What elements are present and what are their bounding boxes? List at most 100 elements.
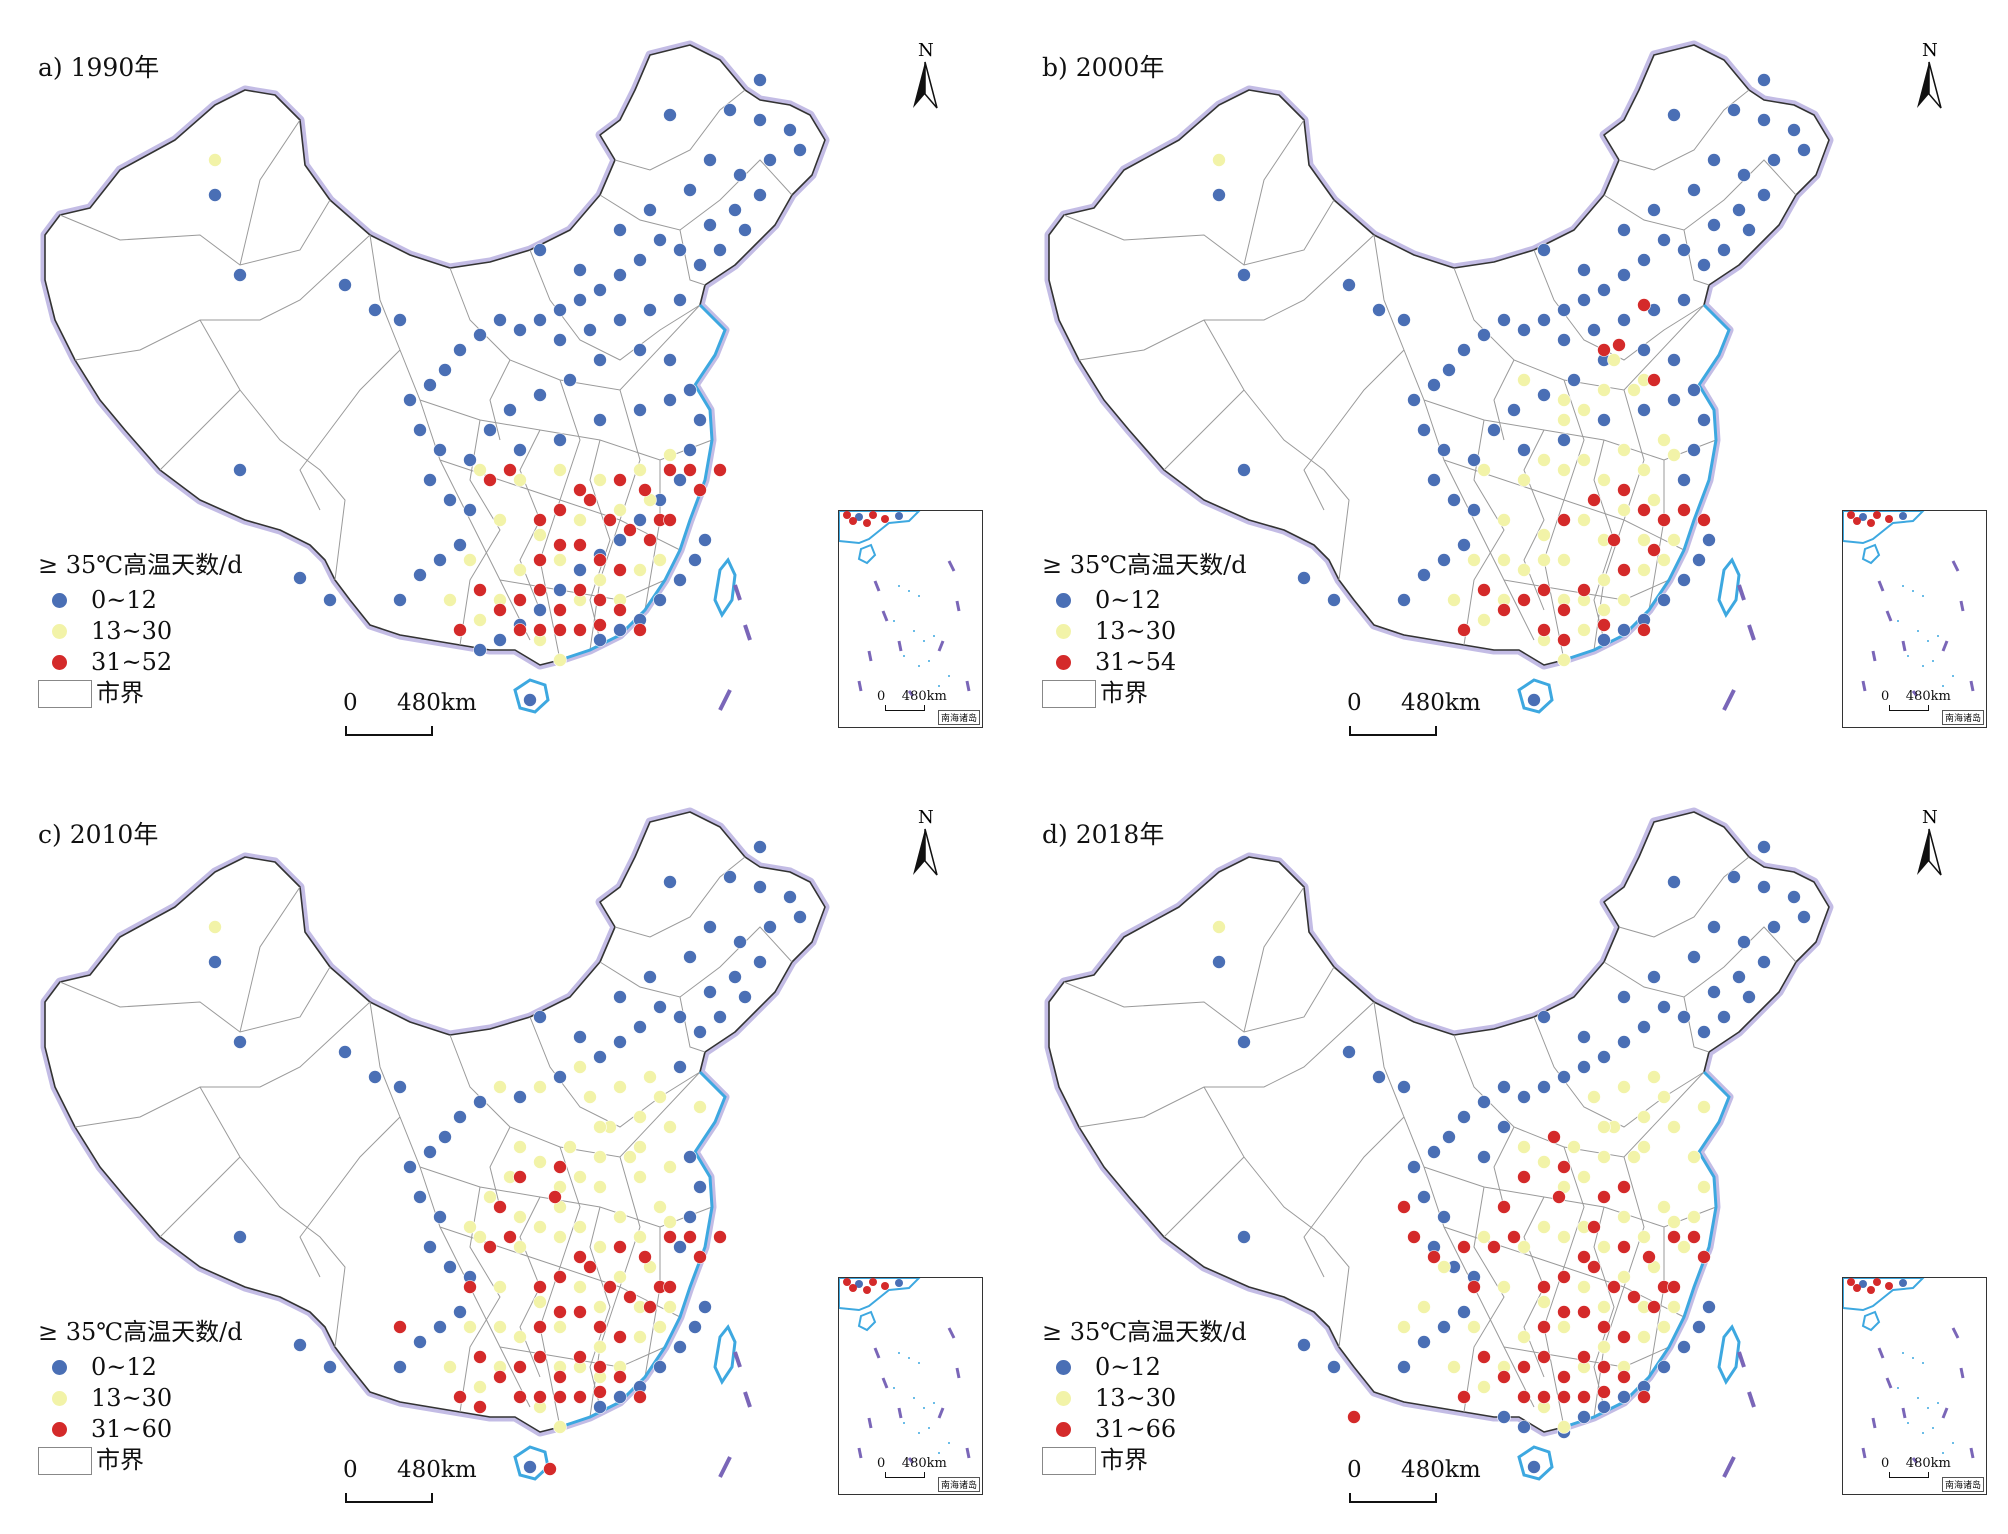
station-dot <box>1667 108 1681 122</box>
station-dot <box>233 268 247 282</box>
station-dot <box>208 188 222 202</box>
station-dot <box>1677 503 1691 517</box>
station-dot <box>583 323 597 337</box>
station-dot <box>553 538 567 552</box>
city-boundary <box>199 1086 346 1348</box>
station-dot <box>1297 571 1311 585</box>
station-dot <box>1517 1090 1531 1104</box>
station-dot <box>563 1140 577 1154</box>
china-map <box>40 807 830 1481</box>
station-dot <box>1517 1330 1531 1344</box>
station-dot <box>623 1150 637 1164</box>
inset-scale-label: 0 480km <box>1881 1456 1951 1471</box>
station-dot <box>1697 258 1711 272</box>
city-boundary <box>1593 389 1645 651</box>
station-dot <box>593 1120 607 1134</box>
legend: ≥ 35℃高温天数/d 0~12 13~30 31~52 市界 <box>38 550 243 709</box>
station-dot <box>453 1390 467 1404</box>
city-boundary <box>489 1126 511 1208</box>
city-boundary <box>599 926 793 998</box>
station-dot <box>1557 653 1571 667</box>
station-dot <box>553 1320 567 1334</box>
station-dot <box>533 1390 547 1404</box>
legend-item: 0~12 <box>38 585 243 616</box>
station-dot <box>208 920 222 934</box>
china-map <box>1044 40 1834 714</box>
scale-distance: 480km <box>1401 1457 1481 1483</box>
legend-label: 0~12 <box>91 1353 157 1381</box>
station-dot <box>613 603 627 617</box>
station-dot <box>463 503 477 517</box>
station-dot <box>783 890 797 904</box>
station-dot <box>553 1420 567 1434</box>
station-dot <box>753 955 767 969</box>
station-dot <box>1427 1145 1441 1159</box>
station-dot <box>1757 880 1771 894</box>
scale-line <box>1349 726 1437 736</box>
station-dot <box>1667 393 1681 407</box>
station-dot <box>1517 473 1531 487</box>
station-dot <box>443 493 457 507</box>
station-dot <box>573 1170 587 1184</box>
station-dot <box>1237 1035 1251 1049</box>
station-dot <box>1677 573 1691 587</box>
inset-scale-line <box>1889 1472 1929 1478</box>
station-dot <box>1467 553 1481 567</box>
dashed-maritime-line <box>743 624 752 641</box>
station-dot <box>1797 910 1811 924</box>
inset-scale-line <box>885 1472 925 1478</box>
station-dot <box>403 393 417 407</box>
station-dot <box>533 1350 547 1364</box>
station-dot <box>553 623 567 637</box>
city-boundary <box>1453 1034 1705 1158</box>
station-dot <box>593 1340 607 1354</box>
station-dot <box>1757 188 1771 202</box>
station-dot <box>1417 1335 1431 1349</box>
station-dot <box>1657 433 1671 447</box>
station-dot <box>473 1350 487 1364</box>
station-dot <box>643 970 657 984</box>
station-dot <box>1557 333 1571 347</box>
legend-dot <box>52 624 67 639</box>
scale-zero: 0 <box>1347 690 1362 716</box>
station-dot <box>703 153 717 167</box>
station-dot <box>1687 1210 1701 1224</box>
legend: ≥ 35℃高温天数/d 0~12 13~30 31~54 市界 <box>1042 550 1247 709</box>
station-dot <box>573 1030 587 1044</box>
station-dot <box>533 1010 547 1024</box>
station-dot <box>573 538 587 552</box>
station-dot <box>1732 970 1746 984</box>
station-dot <box>1507 1230 1521 1244</box>
station-dot <box>583 1260 597 1274</box>
station-dot <box>593 353 607 367</box>
station-dot <box>1692 553 1706 567</box>
station-dot <box>493 603 507 617</box>
city-boundary <box>74 234 371 361</box>
station-dot <box>368 1070 382 1084</box>
station-dot <box>1787 123 1801 137</box>
station-dot <box>1477 1230 1491 1244</box>
station-dot <box>673 473 687 487</box>
station-dot <box>553 553 567 567</box>
city-boundary <box>539 1146 581 1428</box>
station-dot <box>1597 1300 1611 1314</box>
station-dot <box>613 990 627 1004</box>
station-dot <box>1647 203 1661 217</box>
station-dot <box>1457 1240 1471 1254</box>
station-dot <box>1637 463 1651 477</box>
legend-label: 31~60 <box>91 1415 173 1443</box>
station-dot <box>553 653 567 667</box>
station-dot <box>1637 623 1651 637</box>
station-dot <box>683 463 697 477</box>
station-dot <box>1617 1080 1631 1094</box>
station-dot <box>1597 573 1611 587</box>
legend-dot <box>52 593 67 608</box>
inset-scale-label: 0 480km <box>1881 689 1951 704</box>
station-dot <box>1517 563 1531 577</box>
station-dot <box>1477 583 1491 597</box>
station-dot <box>1557 1320 1571 1334</box>
station-dot <box>513 1390 527 1404</box>
station-dot <box>593 413 607 427</box>
station-dot <box>1757 955 1771 969</box>
station-dot <box>1707 920 1721 934</box>
